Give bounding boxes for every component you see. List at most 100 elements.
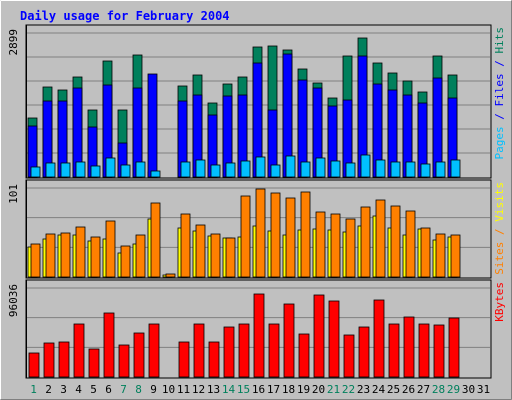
panel-kbytes-series-label-part: KBytes <box>493 282 506 322</box>
panel-requests-series-label-part: / <box>493 54 506 74</box>
bar-kbytes-day-17 <box>268 323 280 378</box>
bar-pages-day-18 <box>285 155 296 178</box>
bar-kbytes-day-11 <box>178 341 190 378</box>
bar-kbytes-day-9 <box>148 323 160 378</box>
bar-kbytes-day-29 <box>448 317 460 378</box>
bar-pages-day-23 <box>360 154 371 178</box>
x-tick-label-day-3: 3 <box>60 383 67 396</box>
bar-pages-day-7 <box>120 164 131 178</box>
x-tick-label-day-22: 22 <box>342 383 355 396</box>
panel-requests-ymax-label: 2899 <box>7 29 20 56</box>
x-tick-label-day-13: 13 <box>207 383 220 396</box>
x-tick-label-day-2: 2 <box>45 383 52 396</box>
bar-pages-day-16 <box>255 156 266 178</box>
x-tick-label-day-5: 5 <box>90 383 97 396</box>
bar-pages-day-2 <box>45 162 56 178</box>
bar-kbytes-day-22 <box>343 334 355 378</box>
bar-sites-day-20 <box>315 211 326 278</box>
bar-kbytes-day-14 <box>223 326 235 378</box>
bar-pages-day-25 <box>390 161 401 178</box>
x-tick-label-day-9: 9 <box>150 383 157 396</box>
bar-sites-day-18 <box>285 197 296 278</box>
bar-sites-day-17 <box>270 192 281 278</box>
bar-kbytes-day-12 <box>193 323 205 378</box>
bar-kbytes-day-7 <box>118 344 130 378</box>
panel-requests-series-label-part: / <box>493 107 506 127</box>
panel-requests-series-label-part: Hits <box>493 27 506 54</box>
panel-visits-series-label-part: Sites <box>493 242 506 275</box>
bar-files-day-9 <box>147 73 158 178</box>
x-tick-label-day-1: 1 <box>30 383 37 396</box>
bar-sites-day-16 <box>255 188 266 278</box>
bar-sites-day-1 <box>30 243 41 278</box>
bar-pages-day-24 <box>375 159 386 178</box>
bar-sites-day-26 <box>405 210 416 278</box>
bar-sites-day-27 <box>420 227 431 278</box>
bar-sites-day-5 <box>90 236 101 278</box>
bar-sites-day-22 <box>345 218 356 278</box>
x-tick-label-day-10: 10 <box>162 383 175 396</box>
x-tick-label-day-25: 25 <box>387 383 400 396</box>
bar-pages-day-28 <box>435 161 446 178</box>
bar-kbytes-day-4 <box>73 323 85 378</box>
bar-pages-day-27 <box>420 163 431 178</box>
bar-sites-day-19 <box>300 191 311 278</box>
x-tick-label-day-23: 23 <box>357 383 370 396</box>
bar-pages-day-20 <box>315 157 326 178</box>
panel-requests-series-label-part: Pages <box>493 126 506 159</box>
x-tick-label-day-19: 19 <box>297 383 310 396</box>
bar-sites-day-2 <box>45 233 56 278</box>
bar-kbytes-day-2 <box>43 342 55 378</box>
bar-sites-day-3 <box>60 232 71 278</box>
x-tick-label-day-15: 15 <box>237 383 250 396</box>
bar-sites-day-29 <box>450 234 461 278</box>
bar-sites-day-23 <box>360 206 371 278</box>
bar-pages-day-6 <box>105 157 116 178</box>
bar-kbytes-day-1 <box>28 352 40 378</box>
x-tick-label-day-14: 14 <box>222 383 236 396</box>
x-tick-label-day-28: 28 <box>432 383 445 396</box>
bar-sites-day-4 <box>75 226 86 278</box>
bar-sites-day-9 <box>150 202 161 278</box>
bar-kbytes-day-23 <box>358 326 370 378</box>
x-tick-label-day-30: 30 <box>462 383 475 396</box>
panel-requests-series-label: Pages / Files / Hits <box>493 27 506 160</box>
bar-kbytes-day-19 <box>298 333 310 378</box>
bar-sites-day-25 <box>390 205 401 278</box>
bar-pages-day-11 <box>180 161 191 178</box>
bar-pages-day-26 <box>405 161 416 178</box>
bar-pages-day-5 <box>90 165 101 178</box>
bar-pages-day-14 <box>225 162 236 178</box>
bar-sites-day-14 <box>225 237 236 278</box>
x-tick-label-day-17: 17 <box>267 383 280 396</box>
bar-pages-day-21 <box>330 160 341 178</box>
bar-sites-day-11 <box>180 213 191 278</box>
bar-sites-day-12 <box>195 224 206 278</box>
bar-kbytes-day-13 <box>208 341 220 378</box>
bar-pages-day-19 <box>300 161 311 178</box>
bar-pages-day-3 <box>60 162 71 178</box>
bar-sites-day-10 <box>165 273 176 278</box>
x-tick-label-day-26: 26 <box>402 383 415 396</box>
bar-pages-day-15 <box>240 160 251 178</box>
x-tick-label-day-4: 4 <box>75 383 82 396</box>
x-tick-label-day-6: 6 <box>105 383 112 396</box>
bar-kbytes-day-8 <box>133 332 145 378</box>
bar-pages-day-29 <box>450 159 461 178</box>
panel-visits-ymax-label: 101 <box>7 184 20 204</box>
bar-sites-day-28 <box>435 233 446 278</box>
bar-kbytes-day-6 <box>103 312 115 378</box>
x-tick-label-day-20: 20 <box>312 383 325 396</box>
panel-kbytes-ymax-label: 96036 <box>7 284 20 317</box>
x-tick-label-day-8: 8 <box>135 383 142 396</box>
bar-sites-day-21 <box>330 213 341 278</box>
x-tick-label-day-18: 18 <box>282 383 295 396</box>
bar-pages-day-1 <box>30 166 41 178</box>
bar-kbytes-day-21 <box>328 300 340 378</box>
bar-sites-day-6 <box>105 220 116 278</box>
bar-kbytes-day-24 <box>373 299 385 378</box>
x-tick-label-day-21: 21 <box>327 383 340 396</box>
bar-kbytes-day-18 <box>283 303 295 378</box>
bar-pages-day-22 <box>345 162 356 178</box>
